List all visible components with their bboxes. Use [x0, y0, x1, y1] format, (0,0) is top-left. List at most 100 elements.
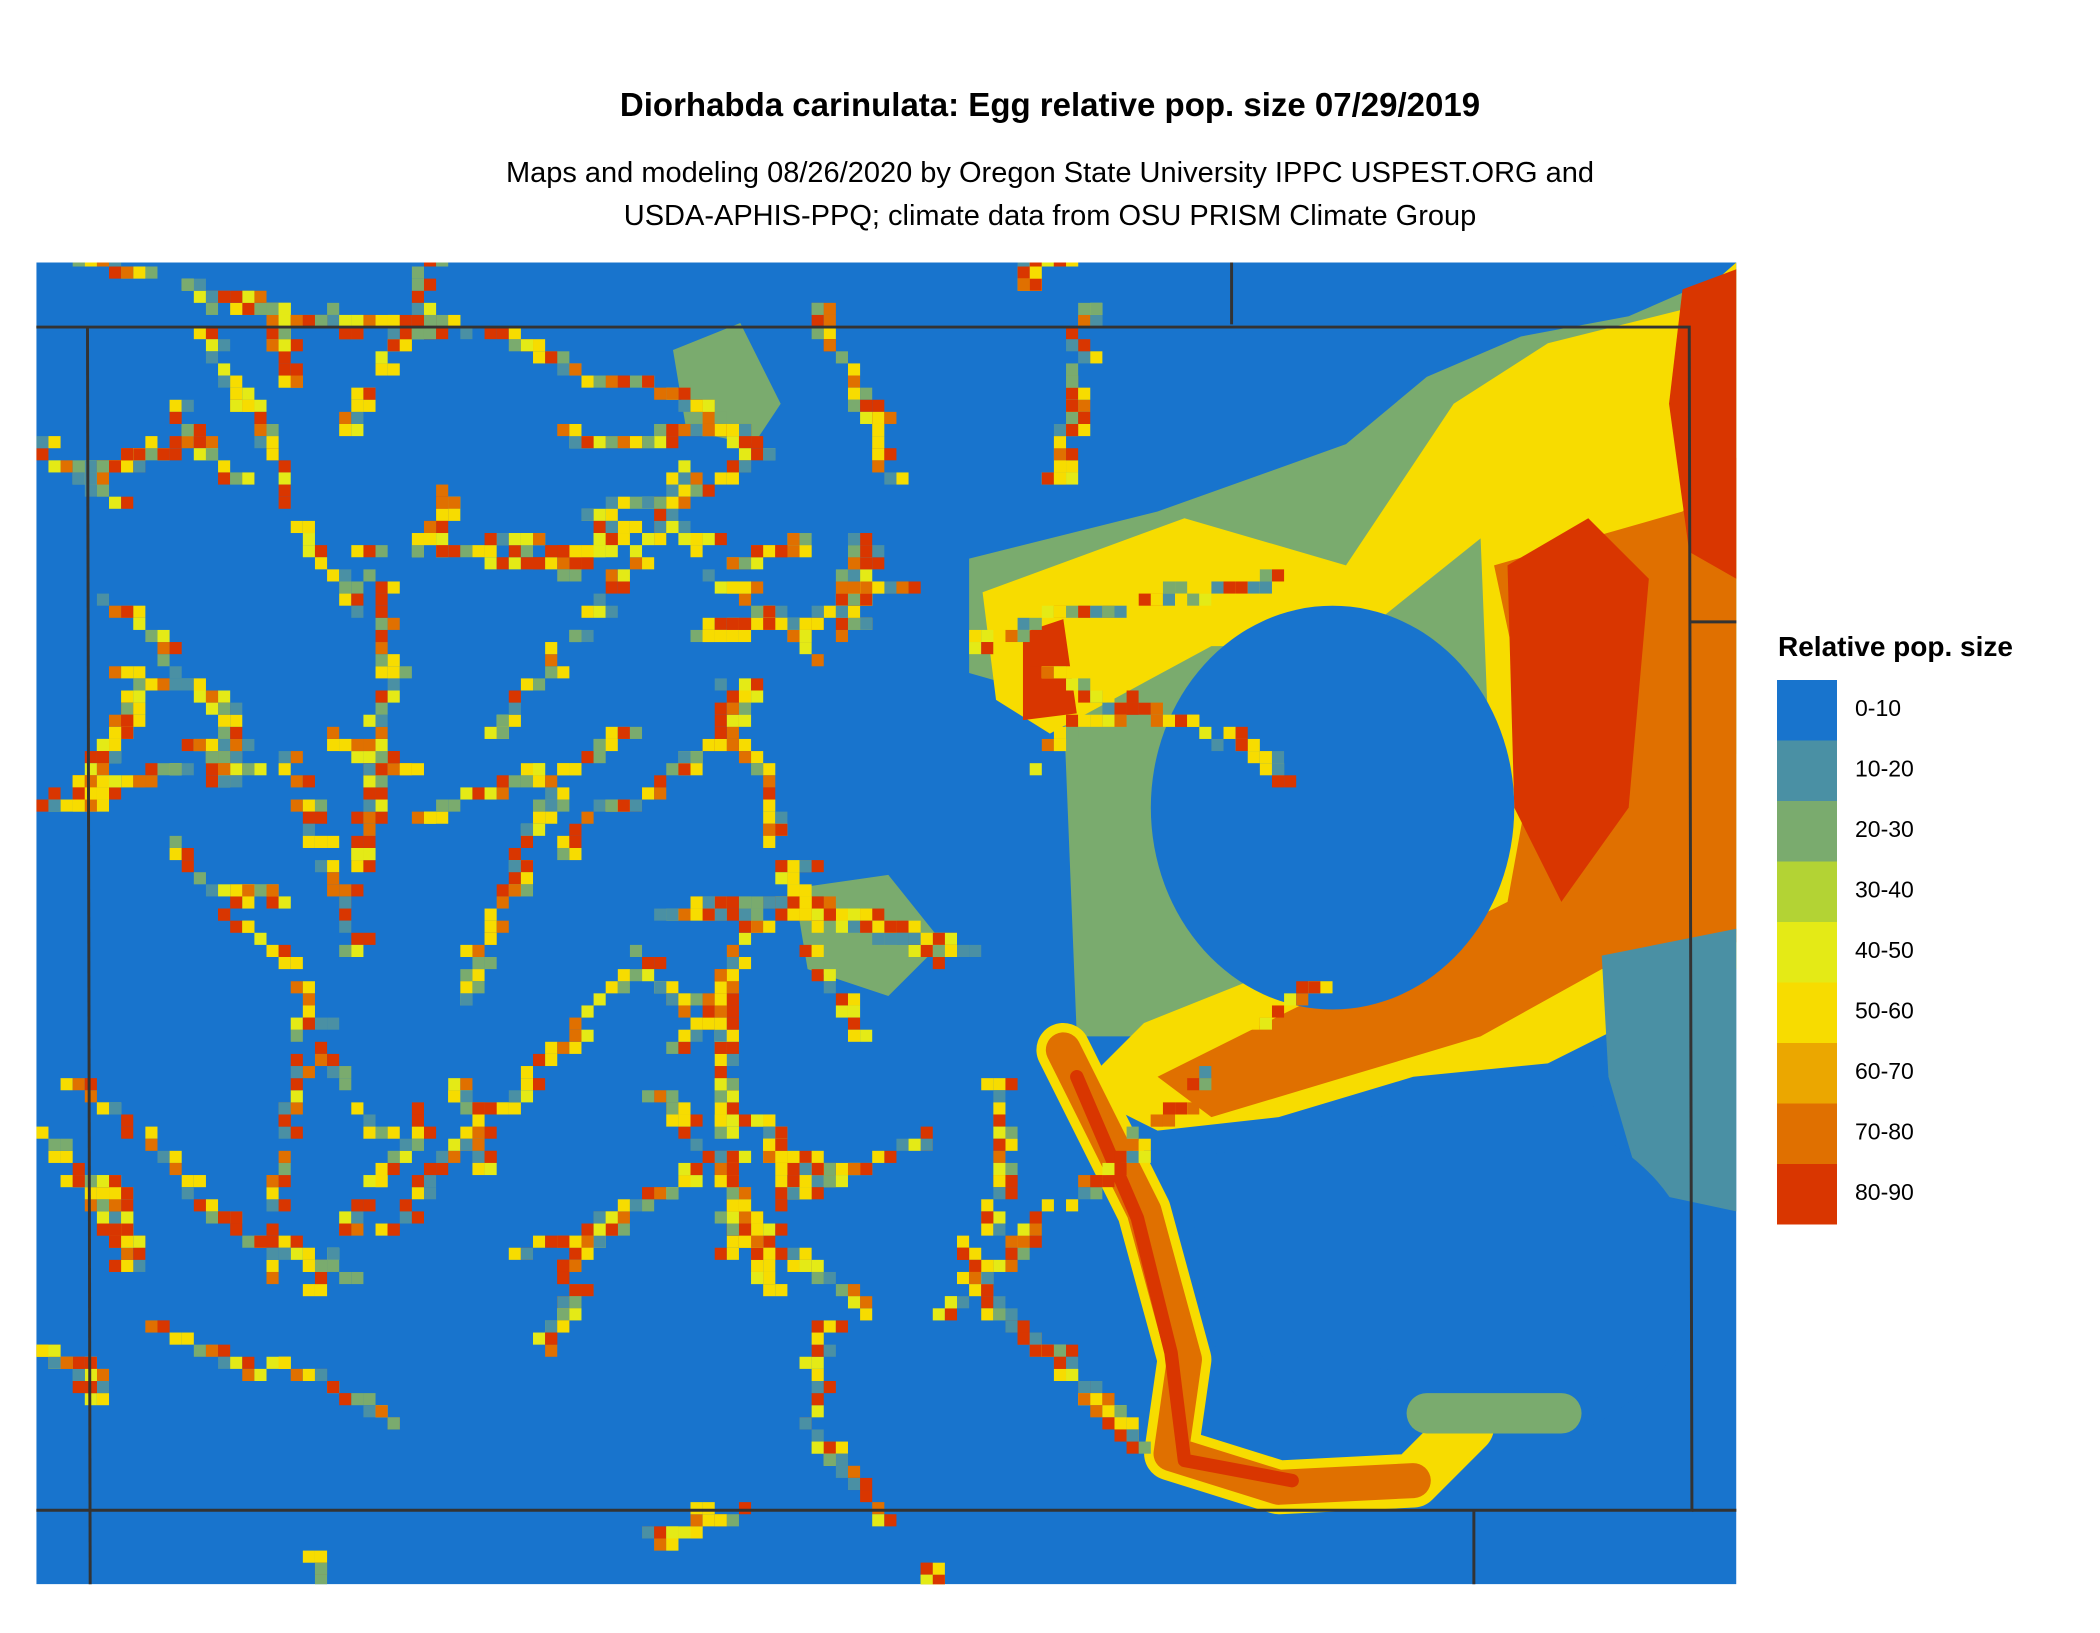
- pixel: [109, 1259, 122, 1272]
- pixel: [266, 1199, 279, 1212]
- pixel: [399, 339, 412, 352]
- pixel: [545, 1041, 558, 1054]
- pixel: [1066, 666, 1079, 679]
- pixel: [339, 920, 352, 933]
- pixel: [738, 896, 752, 909]
- pixel: [169, 448, 182, 461]
- pixel: [666, 484, 679, 497]
- pixel: [520, 1090, 534, 1103]
- pixel: [823, 969, 836, 982]
- pixel: [629, 1199, 643, 1212]
- pixel: [109, 738, 122, 752]
- pixel: [72, 1162, 85, 1176]
- pixel: [726, 436, 739, 449]
- pixel: [218, 1356, 231, 1369]
- pixel: [847, 920, 861, 933]
- pixel: [218, 363, 231, 376]
- pixel: [375, 702, 388, 715]
- pixel: [811, 1393, 824, 1406]
- pixel: [921, 1587, 933, 1599]
- pixel: [72, 1175, 85, 1188]
- pixel: [993, 1296, 1006, 1309]
- pixel: [569, 1247, 582, 1260]
- pixel: [847, 1296, 861, 1309]
- pixel: [133, 775, 146, 788]
- pixel: [799, 1187, 812, 1200]
- pixel: [920, 932, 933, 945]
- pixel: [617, 726, 630, 739]
- pixel: [520, 835, 534, 848]
- pixel: [121, 1114, 134, 1127]
- pixel: [860, 569, 873, 582]
- pixel: [48, 1344, 61, 1357]
- pixel: [835, 605, 848, 618]
- pixel: [302, 1368, 315, 1381]
- pixel: [327, 1066, 340, 1079]
- pixel: [811, 1356, 824, 1369]
- pixel: [533, 533, 546, 546]
- pixel: [484, 327, 497, 340]
- pixel: [472, 787, 485, 800]
- pixel: [738, 1235, 752, 1248]
- pixel: [908, 1138, 921, 1151]
- pixel: [545, 642, 558, 655]
- pixel: [266, 1187, 279, 1200]
- pixel: [314, 799, 328, 812]
- pixel: [933, 1587, 945, 1599]
- pixel: [654, 436, 667, 449]
- pixel: [1271, 569, 1285, 582]
- pixel: [799, 1247, 812, 1260]
- pixel: [690, 472, 703, 485]
- pixel: [969, 944, 982, 958]
- pixel: [533, 1078, 546, 1091]
- pixel: [351, 327, 364, 340]
- pixel: [702, 484, 715, 497]
- pixel: [278, 1356, 291, 1369]
- pixel: [351, 738, 364, 752]
- pixel: [121, 1126, 134, 1139]
- pixel: [726, 957, 739, 970]
- pixel: [642, 375, 655, 388]
- pixel: [375, 629, 388, 643]
- pixel: [666, 1090, 679, 1103]
- pixel: [375, 351, 388, 364]
- pixel: [339, 1223, 352, 1236]
- pixel: [1053, 605, 1067, 618]
- pixel: [860, 557, 873, 570]
- pixel: [1053, 1368, 1067, 1381]
- pixel: [1017, 1223, 1030, 1236]
- pixel: [278, 751, 291, 764]
- pixel: [60, 1078, 73, 1091]
- pixel: [218, 714, 231, 727]
- pixel: [448, 1150, 461, 1163]
- pixel: [896, 581, 909, 594]
- pixel: [1247, 751, 1260, 764]
- pixel: [1138, 593, 1151, 606]
- pixel: [339, 896, 352, 909]
- pixel: [1114, 1150, 1127, 1163]
- pixel: [1005, 1259, 1018, 1272]
- pixel: [763, 775, 776, 788]
- pixel: [617, 581, 630, 594]
- pixel: [1223, 726, 1236, 739]
- pixel: [811, 1332, 824, 1345]
- pixel: [1029, 1344, 1042, 1357]
- pixel: [290, 1066, 303, 1079]
- pixel: [399, 1150, 412, 1163]
- pixel: [617, 533, 630, 546]
- pixel: [823, 339, 836, 352]
- pixel: [726, 1162, 739, 1176]
- pixel: [617, 981, 630, 994]
- pixel: [36, 1344, 37, 1357]
- pixel: [1029, 763, 1042, 776]
- region: [1184, 1103, 1616, 1400]
- pixel: [569, 1235, 582, 1248]
- pixel: [545, 1320, 558, 1333]
- pixel: [1053, 1344, 1067, 1357]
- pixel: [702, 629, 715, 643]
- pixel: [847, 363, 861, 376]
- pixel: [363, 569, 376, 582]
- pixel: [472, 981, 485, 994]
- pixel: [629, 726, 643, 739]
- pixel: [690, 629, 703, 643]
